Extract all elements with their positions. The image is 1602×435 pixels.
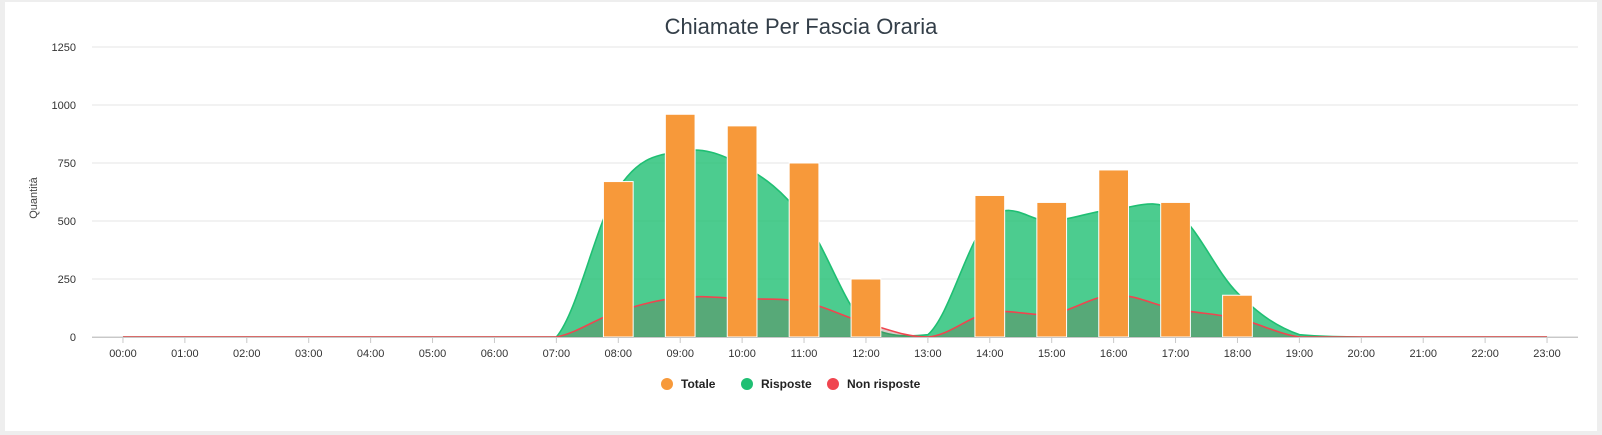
- legend-dot: [827, 378, 839, 390]
- x-tick-label: 04:00: [357, 348, 385, 360]
- legend-item-totale[interactable]: Totale: [661, 377, 716, 391]
- bar-totale-1600[interactable]: [1098, 169, 1129, 338]
- x-tick-label: 21:00: [1409, 348, 1437, 360]
- x-tick-label: 22:00: [1471, 348, 1499, 360]
- x-tick-label: 14:00: [976, 348, 1004, 360]
- chart-title: Chiamate Per Fascia Oraria: [665, 14, 938, 39]
- x-tick-label: 23:00: [1533, 348, 1561, 360]
- x-tick-label: 17:00: [1162, 348, 1190, 360]
- y-axis-label: Quantità: [28, 176, 40, 218]
- bar-totale-1800[interactable]: [1222, 294, 1253, 338]
- x-axis: 00:00 01:00 02:00 03:00 04:00 05:00 06:00 07:00…: [92, 337, 1578, 360]
- y-tick-label: 1000: [52, 100, 76, 112]
- x-tick-label: 09:00: [666, 348, 694, 360]
- area-risposte: [122, 150, 1548, 337]
- x-tick-label: 15:00: [1038, 348, 1066, 360]
- bar-totale-1100[interactable]: [788, 162, 820, 338]
- x-tick-label: 11:00: [791, 348, 818, 360]
- x-tick-label: 16:00: [1100, 348, 1128, 360]
- bar-series: [602, 113, 1253, 338]
- x-tick-label: 12:00: [852, 348, 880, 360]
- legend-label: Totale: [681, 377, 716, 391]
- bar-totale-1400[interactable]: [974, 194, 1006, 338]
- x-tick-label: 00:00: [109, 348, 137, 360]
- x-tick-label: 06:00: [481, 348, 509, 360]
- bar-totale-1700[interactable]: [1160, 201, 1191, 338]
- legend-dot: [661, 378, 673, 390]
- y-tick-label: 1250: [52, 42, 76, 54]
- y-tick-label: 750: [58, 158, 76, 170]
- chart-svg: Chiamate Per Fascia Oraria Quantità 0 250…: [28, 14, 1578, 391]
- y-tick-label: 250: [58, 274, 76, 286]
- y-tick-label: 500: [58, 216, 76, 228]
- bar-totale-1000[interactable]: [726, 125, 758, 338]
- y-axis-ticks: 0 250 500 750 1000 1250: [52, 42, 76, 344]
- x-tick-label: 05:00: [419, 348, 447, 360]
- chart-panel: Chiamate Per Fascia Oraria Quantità 0 250…: [5, 2, 1597, 431]
- x-tick-label: 02:00: [233, 348, 261, 360]
- x-tick-label: 03:00: [295, 348, 323, 360]
- legend[interactable]: Totale Risposte Non risposte: [661, 377, 921, 391]
- x-tick-label: 19:00: [1286, 348, 1314, 360]
- bar-totale-1200[interactable]: [850, 278, 882, 338]
- area-non-risposte: [122, 295, 1548, 337]
- legend-item-non-risposte[interactable]: Non risposte: [827, 377, 921, 391]
- x-tick-label: 18:00: [1224, 348, 1252, 360]
- x-tick-label: 07:00: [543, 348, 571, 360]
- bar-totale-1500[interactable]: [1036, 201, 1068, 338]
- y-tick-label: 0: [70, 332, 76, 344]
- bar-totale-0900[interactable]: [664, 113, 696, 338]
- bar-totale-0800[interactable]: [602, 181, 634, 338]
- x-tick-label: 13:00: [914, 348, 942, 360]
- x-tick-label: 20:00: [1348, 348, 1376, 360]
- x-tick-label: 10:00: [728, 348, 756, 360]
- legend-label: Non risposte: [847, 377, 921, 391]
- legend-dot: [741, 378, 753, 390]
- x-tick-label: 08:00: [605, 348, 633, 360]
- legend-item-risposte[interactable]: Risposte: [741, 377, 812, 391]
- x-tick-label: 01:00: [171, 348, 199, 360]
- legend-label: Risposte: [761, 377, 812, 391]
- area-series: [122, 149, 1548, 338]
